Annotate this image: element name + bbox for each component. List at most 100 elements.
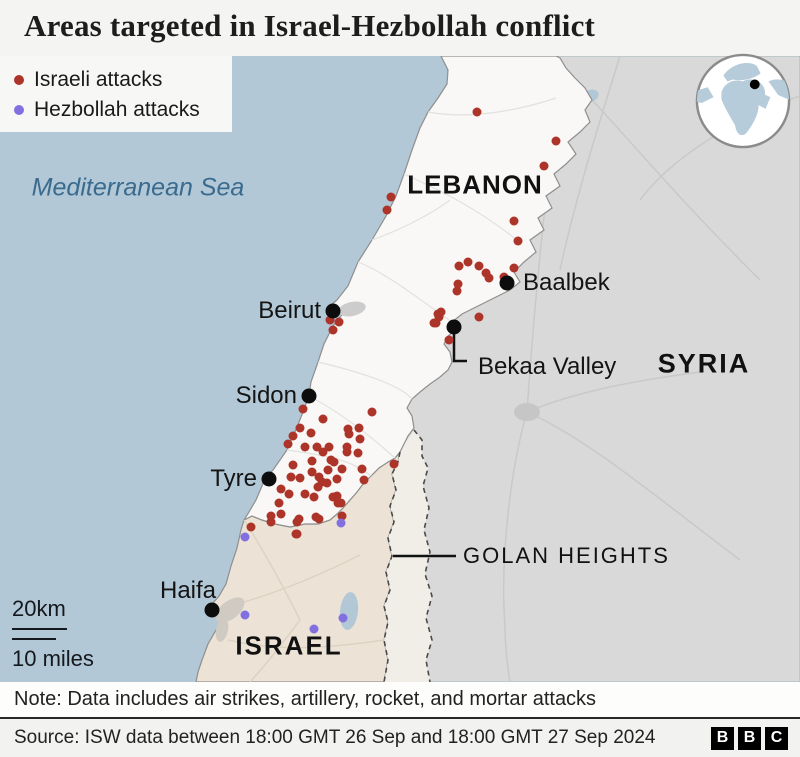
israeli-attack-dot — [474, 261, 484, 271]
israeli-attack-dot — [474, 312, 484, 322]
israeli-attack-dot — [342, 447, 352, 457]
israeli-attack-dot — [292, 517, 302, 527]
israeli-attack-dot — [389, 459, 399, 469]
page-title: Areas targeted in Israel-Hezbollah confl… — [24, 8, 596, 43]
israeli-attack-dot — [288, 460, 298, 470]
israeli-attack-dot — [355, 434, 365, 444]
note-strip: Note: Data includes air strikes, artille… — [0, 682, 800, 717]
hezbollah-attack-dot — [336, 518, 346, 528]
country-label-israel: ISRAEL — [235, 630, 343, 661]
city-marker-tyre — [261, 471, 277, 487]
israeli-attack-dot — [306, 428, 316, 438]
urban-area-beirut — [338, 301, 366, 317]
city-label-beirut: Beirut — [258, 297, 321, 324]
israeli-attack-dot — [509, 216, 519, 226]
israeli-attack-dot — [313, 482, 323, 492]
hezbollah-attack-dot — [338, 613, 348, 623]
israeli-attack-dot — [309, 492, 319, 502]
israeli-attack-dot — [337, 511, 347, 521]
israeli-attack-dot — [286, 472, 296, 482]
israeli-attack-dot — [454, 261, 464, 271]
bbc-logo-block: B — [711, 726, 734, 750]
israeli-attack-dot — [333, 498, 343, 508]
israeli-attack-dot — [298, 404, 308, 414]
israeli-attack-dot — [332, 474, 342, 484]
hezbollah-attacks-layer — [240, 518, 348, 634]
hezbollah-attacks-dot-icon — [14, 105, 24, 115]
israeli-attack-dot — [513, 236, 523, 246]
country-label-syria: SYRIA — [657, 348, 751, 379]
israeli-attack-dot — [276, 484, 286, 494]
hezbollah-attack-dot — [240, 610, 250, 620]
scale-miles-label: 10 miles — [12, 646, 94, 671]
region-label-golan-heights: GOLAN HEIGHTS — [463, 543, 670, 568]
israeli-attack-dot — [444, 335, 454, 345]
israeli-attack-dot — [307, 456, 317, 466]
city-marker-sidon — [301, 388, 317, 404]
bbc-logo-block: B — [738, 726, 761, 750]
israeli-attack-dot — [276, 509, 286, 519]
israeli-attack-dot — [337, 464, 347, 474]
bekaa-valley-leader-line — [452, 334, 467, 363]
hezbollah-attack-dot — [240, 532, 250, 542]
header: Areas targeted in Israel-Hezbollah confl… — [0, 0, 800, 56]
israeli-attack-dot — [318, 447, 328, 457]
israeli-attack-dot — [312, 442, 322, 452]
city-label-sidon: Sidon — [235, 382, 297, 409]
map-canvas: Mediterranean Sea LEBANON SYRIA ISRAEL G… — [0, 53, 800, 682]
israeli-attack-dot — [322, 478, 332, 488]
bbc-logo-block: C — [765, 726, 788, 750]
israeli-attack-dot — [284, 489, 294, 499]
divider-rule — [0, 717, 800, 719]
israeli-attack-dot — [353, 448, 363, 458]
city-label-tyre: Tyre — [210, 465, 257, 492]
israeli-attack-dot — [463, 257, 473, 267]
legend: Israeli attacks Hezbollah attacks — [0, 56, 232, 132]
label-bekaa-valley: Bekaa Valley — [478, 353, 617, 380]
israeli-attack-dot — [452, 286, 462, 296]
city-marker-beirut — [325, 303, 341, 319]
israeli-attack-dot — [453, 279, 463, 289]
israeli-attack-dot — [292, 529, 302, 539]
israeli-attack-dot — [295, 473, 305, 483]
israeli-attack-dot — [472, 107, 482, 117]
israeli-attack-dot — [354, 423, 364, 433]
source-strip: Source: ISW data between 18:00 GMT 26 Se… — [0, 719, 800, 757]
israeli-attack-dot — [332, 491, 342, 501]
israeli-attack-dot — [509, 263, 519, 273]
israeli-attack-dot — [318, 414, 328, 424]
israeli-attacks-dot-icon — [14, 75, 24, 85]
israeli-attack-dot — [246, 522, 256, 532]
city-label-haifa: Haifa — [160, 577, 217, 604]
israeli-attack-dot — [300, 489, 310, 499]
israeli-attack-dot — [357, 464, 367, 474]
israeli-attack-dot — [329, 457, 339, 467]
israeli-attack-dot — [344, 429, 354, 439]
bbc-logo: B B C — [711, 726, 800, 750]
legend-label: Hezbollah attacks — [34, 98, 200, 121]
israeli-attack-dot — [283, 439, 293, 449]
globe-locator-icon — [694, 52, 792, 150]
sea-label: Mediterranean Sea — [31, 173, 245, 202]
golan-dashed-borders — [383, 429, 433, 682]
source-text: Source: ISW data between 18:00 GMT 26 Se… — [14, 727, 656, 748]
israeli-attack-dot — [367, 407, 377, 417]
urban-areas — [215, 597, 245, 642]
israeli-attack-dot — [324, 442, 334, 452]
marker-bekaa-valley — [446, 319, 462, 335]
legend-item-israeli: Israeli attacks — [12, 68, 232, 92]
israeli-attack-dot — [314, 514, 324, 524]
country-label-lebanon: LEBANON — [407, 169, 543, 200]
note-text: Note: Data includes air strikes, artille… — [14, 688, 597, 710]
israeli-attacks-layer — [246, 107, 561, 539]
legend-label: Israeli attacks — [34, 68, 163, 91]
scale-km-label: 20km — [12, 596, 66, 621]
israeli-attack-dot — [334, 317, 344, 327]
israeli-attack-dot — [433, 309, 443, 319]
israeli-attack-dot — [386, 192, 396, 202]
israeli-attack-dot — [323, 465, 333, 475]
israeli-attack-dot — [266, 517, 276, 527]
israeli-attack-dot — [359, 475, 369, 485]
israeli-attack-dot — [382, 205, 392, 215]
hezbollah-attack-dot — [309, 624, 319, 634]
